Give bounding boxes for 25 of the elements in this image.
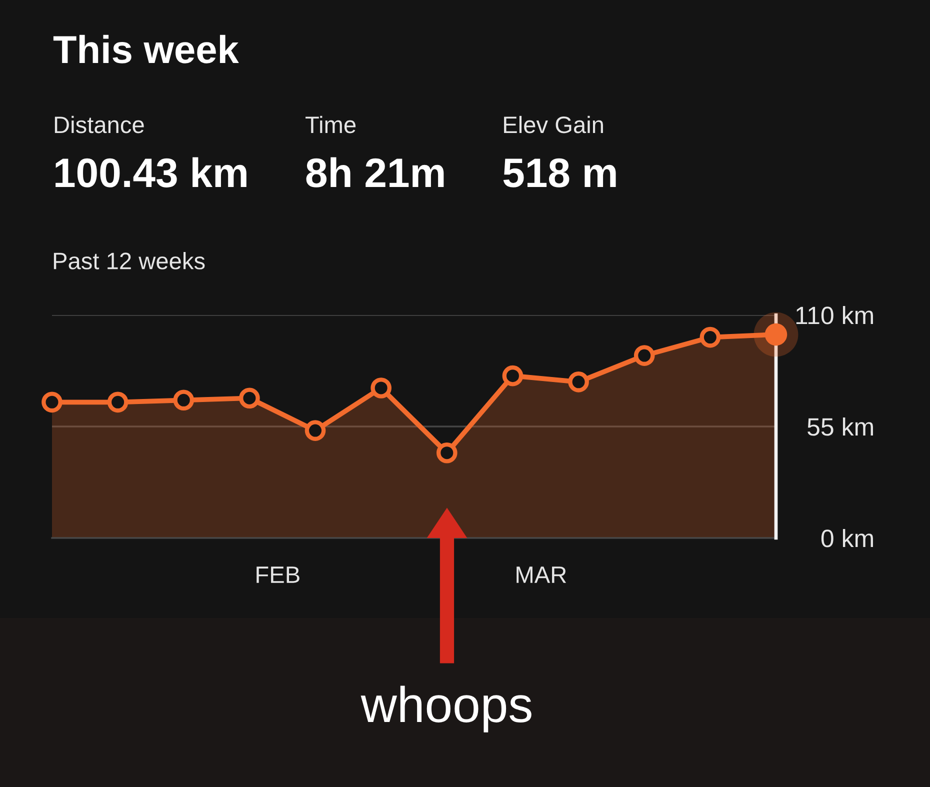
text: 100.43 km bbox=[56, 157, 246, 188]
point bbox=[304, 420, 326, 441]
x-tick-label: FEB bbox=[256, 566, 300, 583]
point bbox=[370, 378, 392, 398]
text: Distance bbox=[54, 116, 144, 134]
point bbox=[502, 365, 524, 386]
point bbox=[42, 392, 62, 413]
y-tick-label: 0 km bbox=[821, 528, 873, 548]
text: Elev Gain bbox=[504, 116, 603, 134]
y-tick-label: 55 km bbox=[808, 417, 873, 436]
x-tick-label: MAR bbox=[516, 566, 566, 583]
point bbox=[239, 388, 260, 409]
point bbox=[107, 392, 128, 413]
text: Time bbox=[306, 116, 356, 134]
point bbox=[634, 345, 655, 366]
chart-title: Past 12 weeks bbox=[54, 252, 205, 270]
text: whoops bbox=[360, 686, 532, 732]
text: This week bbox=[53, 34, 239, 64]
text: 8h 21m bbox=[306, 157, 444, 188]
point bbox=[436, 442, 458, 464]
point bbox=[700, 326, 721, 348]
y-tick-label: 110 km bbox=[796, 306, 873, 324]
text: 518 m bbox=[503, 158, 616, 188]
point bbox=[568, 371, 589, 392]
point bbox=[173, 390, 194, 411]
